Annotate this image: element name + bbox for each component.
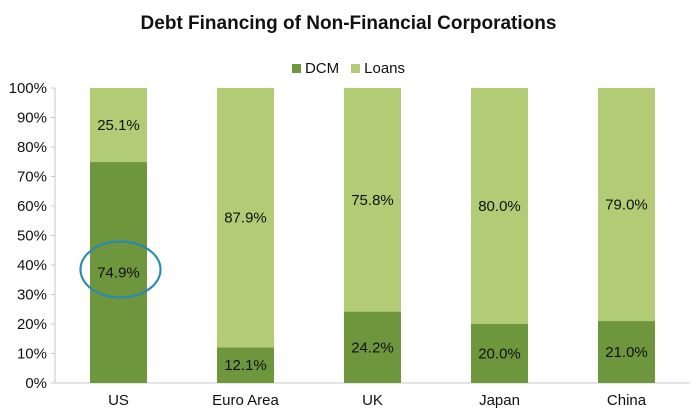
bar-dcm-uk: [344, 311, 401, 383]
y-tick-label: 10%: [17, 346, 47, 363]
x-tick-label: Japan: [479, 392, 520, 409]
x-tick-label: US: [108, 392, 129, 409]
bar-loans-us: [90, 88, 147, 163]
bar-loans-china: [598, 88, 655, 322]
legend-item-loans: Loans: [351, 60, 405, 77]
legend-label-loans: Loans: [364, 60, 406, 77]
y-tick-label: 20%: [17, 316, 47, 333]
y-tick-label: 30%: [17, 287, 47, 304]
bar-loans-japan: [471, 88, 528, 324]
y-tick-label: 70%: [17, 169, 47, 186]
legend-swatch-loans: [351, 64, 361, 73]
legend-swatch-dcm: [291, 64, 301, 73]
chart-title: Debt Financing of Non-Financial Corporat…: [140, 13, 557, 34]
bar-loans-uk: [344, 88, 401, 312]
data-label: 79.0%: [605, 197, 648, 214]
x-tick-label: UK: [362, 392, 383, 409]
data-label: 75.8%: [351, 192, 394, 209]
data-label: 24.2%: [351, 339, 394, 356]
bar-dcm-us: [90, 162, 147, 383]
y-tick-label: 90%: [17, 110, 47, 127]
y-tick-label: 40%: [17, 257, 47, 274]
data-label: 20.0%: [478, 346, 521, 363]
data-label: 87.9%: [224, 210, 267, 227]
data-label: 74.9%: [97, 265, 140, 282]
bar-dcm-japan: [471, 324, 528, 383]
y-tick-label: 0%: [25, 375, 47, 392]
bar-dcm-china: [598, 321, 655, 383]
chart-legend: DCM Loans: [0, 60, 697, 77]
y-tick-label: 80%: [17, 139, 47, 156]
data-label: 21.0%: [605, 344, 648, 361]
y-tick-label: 100%: [9, 80, 47, 97]
data-label: 12.1%: [224, 357, 267, 374]
highlight-circle: [79, 240, 162, 299]
y-tick-label: 60%: [17, 198, 47, 215]
y-tick-label: 50%: [17, 228, 47, 245]
bar-loans-euro-area: [217, 88, 274, 348]
data-label: 80.0%: [478, 198, 521, 215]
x-tick-label: China: [607, 392, 647, 409]
legend-item-dcm: DCM: [291, 60, 340, 77]
data-label: 25.1%: [97, 117, 140, 134]
legend-label-dcm: DCM: [304, 60, 340, 77]
bar-dcm-euro-area: [217, 347, 274, 383]
x-tick-label: Euro Area: [212, 392, 279, 409]
